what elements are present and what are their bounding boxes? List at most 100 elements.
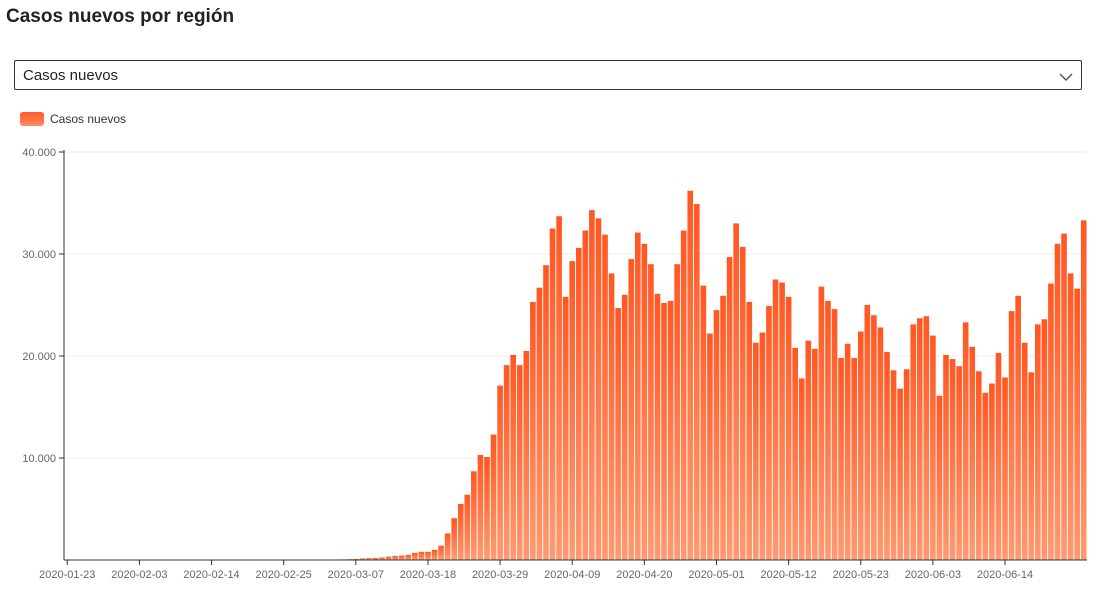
bar[interactable] bbox=[412, 552, 418, 560]
bar[interactable] bbox=[903, 369, 910, 560]
bar[interactable] bbox=[805, 340, 812, 560]
bar[interactable] bbox=[530, 301, 536, 560]
bar[interactable] bbox=[949, 359, 956, 560]
bar[interactable] bbox=[477, 454, 484, 560]
bar[interactable] bbox=[1021, 342, 1028, 560]
bar[interactable] bbox=[733, 223, 739, 560]
bar[interactable] bbox=[674, 264, 680, 560]
bar[interactable] bbox=[464, 494, 471, 560]
bar[interactable] bbox=[536, 287, 543, 560]
bar[interactable] bbox=[366, 558, 372, 560]
bar[interactable] bbox=[582, 230, 589, 560]
bar[interactable] bbox=[438, 545, 444, 560]
bar[interactable] bbox=[392, 555, 398, 560]
bar[interactable] bbox=[372, 557, 379, 560]
bar[interactable] bbox=[1074, 288, 1080, 560]
bar[interactable] bbox=[490, 434, 497, 560]
bar[interactable] bbox=[359, 558, 366, 560]
bar[interactable] bbox=[628, 259, 635, 560]
bar[interactable] bbox=[641, 243, 648, 561]
bar[interactable] bbox=[812, 348, 818, 560]
bar[interactable] bbox=[648, 264, 654, 560]
bar[interactable] bbox=[503, 365, 510, 560]
bar[interactable] bbox=[615, 308, 621, 560]
bar[interactable] bbox=[995, 352, 1002, 560]
bar[interactable] bbox=[667, 300, 674, 560]
bar[interactable] bbox=[595, 218, 602, 561]
bar[interactable] bbox=[759, 332, 766, 560]
bar[interactable] bbox=[575, 247, 582, 560]
bar[interactable] bbox=[457, 503, 464, 560]
bar[interactable] bbox=[1054, 243, 1061, 561]
bar[interactable] bbox=[398, 555, 405, 560]
bar[interactable] bbox=[943, 354, 949, 560]
bar[interactable] bbox=[418, 551, 425, 560]
bar[interactable] bbox=[720, 295, 726, 560]
bar[interactable] bbox=[602, 234, 608, 560]
bar[interactable] bbox=[851, 358, 858, 560]
bar[interactable] bbox=[707, 333, 713, 560]
bar[interactable] bbox=[471, 471, 477, 560]
bar[interactable] bbox=[936, 395, 943, 560]
bar[interactable] bbox=[700, 285, 707, 560]
bar[interactable] bbox=[713, 310, 720, 560]
bar[interactable] bbox=[910, 324, 917, 560]
bar[interactable] bbox=[838, 358, 844, 560]
bar[interactable] bbox=[405, 554, 412, 560]
bar[interactable] bbox=[634, 232, 641, 560]
bar[interactable] bbox=[1002, 377, 1008, 560]
bar[interactable] bbox=[1008, 311, 1015, 560]
bar[interactable] bbox=[844, 343, 851, 560]
bar[interactable] bbox=[425, 551, 431, 560]
bar[interactable] bbox=[798, 378, 805, 560]
bar[interactable] bbox=[510, 354, 517, 560]
bar[interactable] bbox=[779, 282, 785, 560]
bar[interactable] bbox=[353, 558, 359, 560]
bar[interactable] bbox=[654, 293, 661, 560]
bar[interactable] bbox=[543, 265, 549, 560]
bar[interactable] bbox=[1080, 220, 1087, 560]
bar[interactable] bbox=[818, 286, 825, 560]
bar[interactable] bbox=[589, 210, 595, 560]
bar[interactable] bbox=[956, 366, 962, 560]
bar[interactable] bbox=[969, 346, 976, 560]
bar[interactable] bbox=[497, 385, 503, 560]
bar[interactable] bbox=[484, 456, 490, 560]
bar[interactable] bbox=[746, 301, 753, 560]
bar[interactable] bbox=[739, 246, 746, 561]
bar[interactable] bbox=[890, 370, 897, 560]
bar[interactable] bbox=[556, 216, 562, 560]
bar[interactable] bbox=[523, 350, 530, 560]
bar[interactable] bbox=[930, 335, 936, 560]
bar[interactable] bbox=[1028, 372, 1035, 560]
bar[interactable] bbox=[982, 392, 989, 560]
bar[interactable] bbox=[661, 302, 667, 560]
bar[interactable] bbox=[621, 294, 628, 560]
bar[interactable] bbox=[923, 316, 930, 560]
bar[interactable] bbox=[884, 351, 890, 560]
metric-select[interactable]: Casos nuevos bbox=[14, 60, 1082, 90]
bar[interactable] bbox=[1035, 324, 1041, 560]
bar[interactable] bbox=[569, 261, 576, 560]
bar[interactable] bbox=[753, 342, 759, 560]
bar[interactable] bbox=[975, 371, 982, 560]
bar[interactable] bbox=[451, 518, 457, 560]
bar[interactable] bbox=[694, 204, 700, 560]
bar[interactable] bbox=[680, 230, 687, 560]
bar[interactable] bbox=[1067, 273, 1074, 560]
bar[interactable] bbox=[608, 273, 615, 560]
bar[interactable] bbox=[792, 347, 798, 560]
bar[interactable] bbox=[1048, 283, 1054, 560]
bar[interactable] bbox=[1041, 319, 1048, 560]
bar[interactable] bbox=[825, 300, 831, 560]
bar[interactable] bbox=[687, 190, 694, 560]
bar[interactable] bbox=[864, 305, 871, 560]
bar[interactable] bbox=[726, 257, 733, 560]
bar[interactable] bbox=[766, 306, 772, 560]
bar[interactable] bbox=[549, 228, 556, 561]
bar[interactable] bbox=[444, 533, 451, 560]
bar[interactable] bbox=[1015, 295, 1021, 560]
bar[interactable] bbox=[772, 279, 779, 561]
bar[interactable] bbox=[516, 365, 523, 560]
bar[interactable] bbox=[857, 331, 864, 560]
